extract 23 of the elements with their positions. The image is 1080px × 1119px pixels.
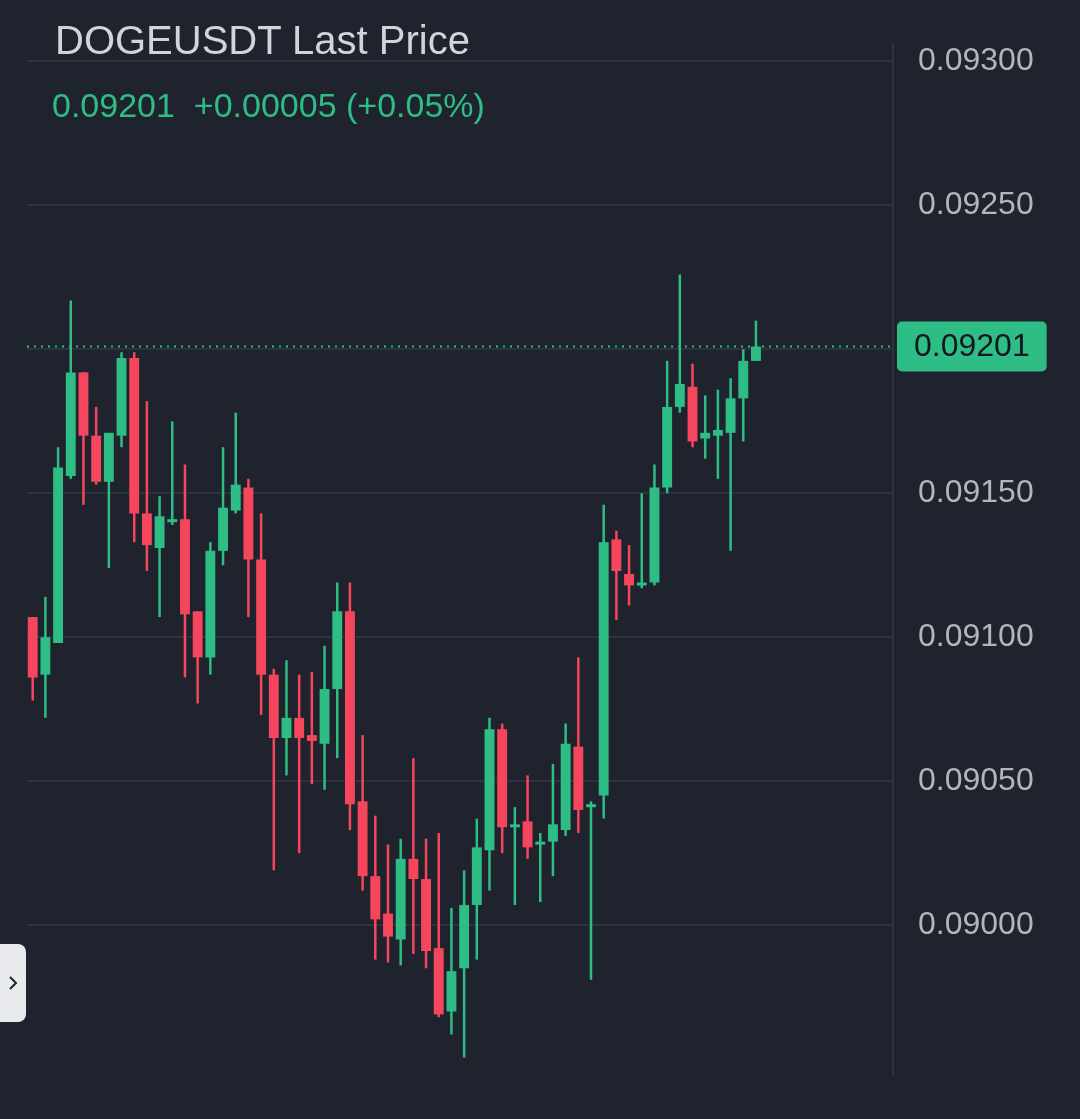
candlestick bbox=[509, 805, 520, 907]
y-tick-label: 0.09300 bbox=[918, 41, 1034, 78]
y-tick-label: 0.09250 bbox=[918, 185, 1034, 222]
candlestick bbox=[700, 394, 711, 460]
candlestick bbox=[294, 673, 305, 855]
text: 0.09201 +0.00005 (+0.05%) bbox=[52, 86, 485, 125]
candlestick bbox=[624, 543, 635, 607]
candlestick bbox=[636, 492, 647, 590]
y-tick-label: 0.09000 bbox=[918, 904, 1034, 941]
candlestick bbox=[281, 659, 292, 777]
candlestick bbox=[586, 800, 596, 982]
candlestick bbox=[167, 420, 178, 527]
candlestick bbox=[712, 388, 723, 481]
y-tick-label: 0.09100 bbox=[918, 617, 1034, 654]
y-tick-label: 0.09150 bbox=[918, 473, 1034, 510]
candlestick bbox=[383, 843, 393, 964]
ref-line-label: 0.09201 bbox=[914, 327, 1030, 364]
candlestick bbox=[408, 756, 419, 956]
y-tick-label: 0.09050 bbox=[918, 760, 1034, 797]
chart-title: DOGEUSDT Last Price bbox=[55, 18, 470, 63]
candlestick bbox=[306, 670, 317, 786]
candlestick bbox=[548, 762, 558, 878]
candlestick bbox=[535, 831, 546, 904]
